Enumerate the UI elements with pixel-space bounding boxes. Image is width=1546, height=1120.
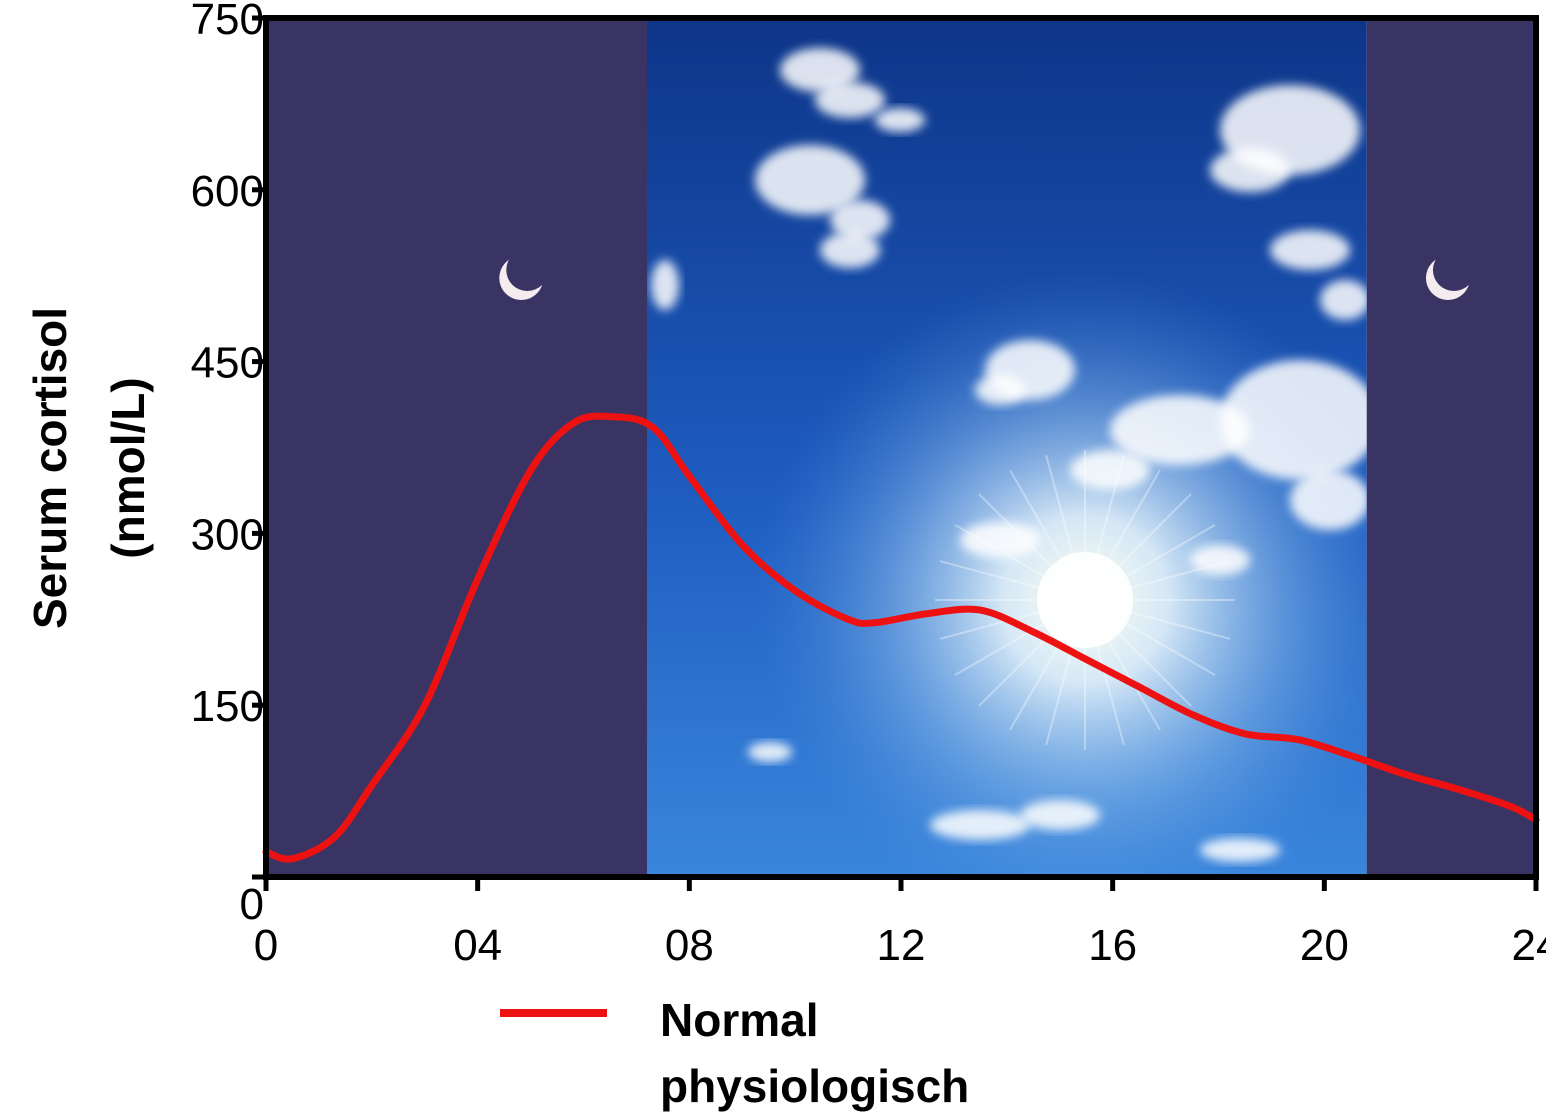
x-tick-label: 0 <box>254 921 278 970</box>
y-tick-label: 450 <box>191 339 264 388</box>
cloud <box>1190 545 1250 575</box>
cloud <box>780 48 860 92</box>
series-line-normal-physiologisch <box>262 412 1540 863</box>
x-tick-label: 04 <box>453 921 502 970</box>
cloud <box>820 232 880 268</box>
y-tick-label: 300 <box>191 510 264 559</box>
cloud <box>748 742 792 762</box>
y-tick-label: 150 <box>191 682 264 731</box>
cloud <box>1210 148 1290 192</box>
cloud <box>1270 230 1350 270</box>
legend: Normal physiologisch <box>500 994 969 1112</box>
cloud <box>830 200 890 240</box>
x-tick-label: 20 <box>1300 921 1349 970</box>
series-layer <box>262 412 1540 863</box>
x-tick-label: 12 <box>877 921 926 970</box>
cloud <box>975 375 1025 405</box>
cloud <box>1290 470 1367 530</box>
y-tick-label: 750 <box>191 0 264 44</box>
cloud <box>1020 800 1100 830</box>
y-tick-label: 0 <box>240 880 264 929</box>
legend-label-line-2: physiologisch <box>660 1060 969 1112</box>
y-tick-label: 600 <box>191 167 264 216</box>
cloud <box>1110 395 1250 465</box>
cloud <box>1220 360 1367 480</box>
moon-shadow <box>506 249 549 291</box>
cloud <box>651 260 679 310</box>
night-region-0 <box>266 18 647 877</box>
crescent-moon-icon <box>1425 249 1475 300</box>
cloud <box>815 82 885 118</box>
sun-core <box>1037 552 1133 648</box>
y-axis-label-line-1: Serum cortisol <box>24 307 76 629</box>
moon-shadow <box>1432 249 1475 291</box>
legend-label-line-1: Normal <box>660 994 818 1046</box>
cloud <box>755 145 865 215</box>
axes: 0 150 300 450 600 750 0 04 08 12 16 20 24 <box>191 0 1546 970</box>
night-region-2 <box>1366 18 1536 877</box>
cloud <box>960 522 1040 558</box>
cloud <box>875 108 925 132</box>
cloud <box>1200 838 1280 862</box>
x-tick-label: 24 <box>1512 921 1546 970</box>
period-icons <box>499 249 1475 300</box>
x-tick-label: 08 <box>665 921 714 970</box>
cloud <box>930 810 1030 840</box>
x-tick-label: 16 <box>1088 921 1137 970</box>
cloud <box>1070 450 1150 490</box>
crescent-moon-icon <box>499 249 549 300</box>
cloud <box>1320 280 1367 320</box>
y-axis-label-line-2: (nmol/L) <box>102 377 154 558</box>
